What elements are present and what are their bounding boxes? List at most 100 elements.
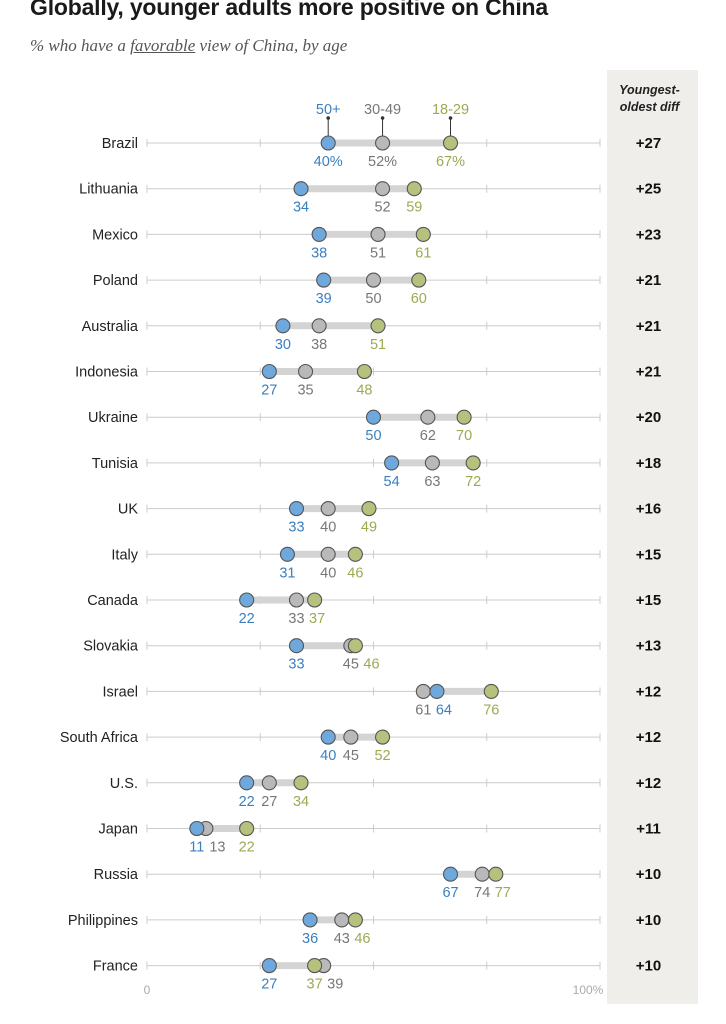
country-label: Russia: [94, 867, 139, 883]
diff-value: +10: [636, 866, 661, 883]
value-label: 62: [420, 428, 436, 444]
diff-value: +12: [636, 683, 661, 700]
data-point: [442, 135, 459, 151]
data-point: [456, 409, 472, 425]
data-point: [347, 912, 363, 928]
data-point: [420, 409, 436, 425]
data-point: [293, 775, 309, 791]
data-point: [442, 866, 459, 882]
value-label: 33: [288, 657, 304, 673]
country-label: Lithuania: [79, 182, 139, 198]
value-label: 38: [311, 337, 327, 353]
country-label: South Africa: [60, 730, 139, 746]
value-label: 52: [374, 200, 390, 216]
diff-value: +10: [636, 912, 661, 929]
data-point: [307, 592, 323, 608]
data-point: [311, 226, 327, 242]
value-label: 13: [209, 840, 225, 856]
value-label: 11: [189, 840, 204, 856]
diff-value: +25: [636, 181, 661, 198]
value-label: 59: [406, 200, 422, 216]
data-point: [239, 820, 255, 837]
value-label: 30: [275, 337, 291, 353]
diff-value: +10: [636, 958, 661, 975]
data-point: [275, 318, 291, 334]
country-label: Poland: [93, 273, 138, 289]
data-point: [384, 455, 400, 471]
country-label: Italy: [111, 547, 138, 563]
diff-column-panel: [607, 70, 698, 1004]
value-label: 50: [365, 428, 381, 444]
legend-label: 30-49: [364, 102, 401, 118]
data-point: [488, 866, 504, 882]
country-label: Slovakia: [83, 639, 139, 655]
data-point: [411, 272, 427, 288]
diff-value: +23: [636, 226, 661, 243]
data-point: [375, 181, 391, 197]
value-label: 51: [370, 245, 386, 261]
diff-value: +18: [636, 455, 661, 472]
value-label: 40: [320, 565, 336, 581]
data-point: [320, 135, 336, 151]
data-point: [320, 729, 336, 745]
value-label: 70: [456, 428, 472, 444]
data-point: [347, 546, 363, 562]
value-label: 27: [261, 977, 277, 993]
value-label: 46: [363, 657, 379, 673]
value-label: 61: [415, 702, 431, 718]
value-label: 51: [370, 337, 386, 353]
country-label: Canada: [87, 593, 139, 609]
data-point: [189, 820, 205, 837]
country-label: Brazil: [102, 136, 138, 152]
data-point: [261, 958, 277, 974]
data-point: [288, 638, 305, 654]
data-point: [483, 683, 499, 699]
data-point: [370, 318, 386, 334]
value-label: 45: [343, 657, 359, 673]
value-label: 54: [384, 474, 400, 490]
data-point: [320, 501, 336, 517]
value-label: 48: [356, 383, 372, 399]
value-label: 46: [347, 565, 363, 581]
value-label: 40: [320, 748, 336, 764]
data-point: [347, 638, 363, 654]
data-point: [288, 592, 305, 608]
chart-title: Globally, younger adults more positive o…: [30, 0, 548, 20]
x-axis-min-label: 0: [144, 983, 151, 997]
value-label: 35: [297, 383, 313, 399]
value-label: 64: [436, 702, 452, 718]
value-label: 61: [415, 245, 431, 261]
value-label: 22: [239, 840, 255, 856]
subtitle-pre: % who have a: [30, 36, 131, 55]
diff-value: +12: [636, 729, 661, 746]
data-point: [406, 181, 422, 197]
data-point: [320, 546, 336, 562]
x-axis-max-label: 100%: [573, 983, 604, 997]
legend-leader-dot: [448, 116, 453, 120]
diff-value: +13: [636, 638, 661, 655]
subtitle-emphasis: favorable: [130, 36, 196, 55]
data-point: [424, 455, 440, 471]
value-label: 34: [293, 794, 309, 810]
data-point: [279, 546, 295, 562]
data-point: [370, 226, 386, 242]
country-label: U.S.: [110, 776, 138, 792]
data-point: [316, 272, 332, 288]
value-label: 40%: [314, 154, 343, 170]
data-point: [365, 272, 382, 288]
country-label: Israel: [103, 684, 138, 700]
diff-value: +16: [636, 501, 661, 518]
value-label: 38: [311, 245, 327, 261]
diff-value: +11: [636, 821, 661, 838]
diff-value: +15: [636, 546, 661, 563]
value-label: 60: [411, 291, 427, 307]
data-point: [297, 363, 314, 380]
value-label: 63: [424, 474, 440, 490]
data-point: [261, 775, 277, 791]
value-label: 37: [309, 611, 325, 627]
legend-label: 50+: [316, 102, 341, 118]
legend-leader-dot: [326, 116, 331, 120]
data-point: [343, 729, 359, 745]
legend-label: 18-29: [432, 102, 469, 118]
diff-value: +21: [636, 364, 661, 381]
